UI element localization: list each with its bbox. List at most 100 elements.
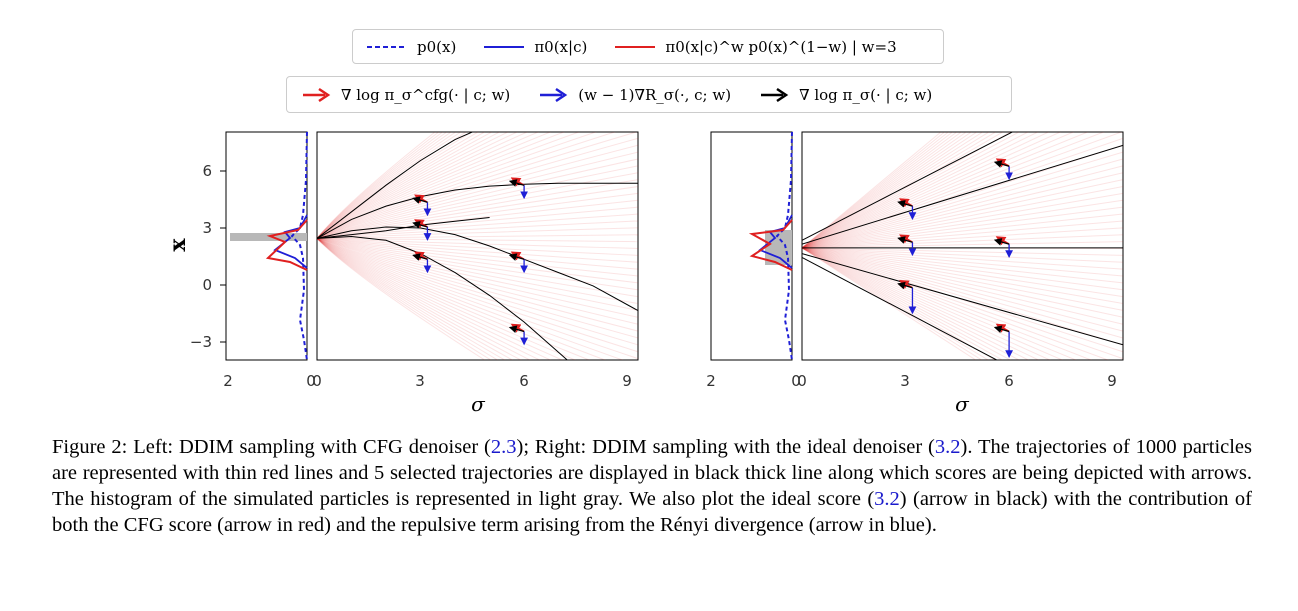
selected-trajectory-4	[317, 235, 568, 360]
particle-line	[317, 132, 457, 239]
particle-line	[802, 247, 1123, 270]
legend-item-p0: p0(x)	[367, 38, 456, 56]
particle-line	[802, 206, 1123, 249]
ideal-score-arrow-4	[508, 179, 525, 187]
particle-line	[317, 237, 638, 270]
particle-line	[317, 238, 506, 360]
particle-line	[802, 132, 1123, 249]
particle-line	[802, 132, 958, 249]
ideal-score-arrow-6	[508, 325, 525, 334]
selected-trajectory-5	[802, 256, 998, 360]
ideal-score-arrow-4	[993, 160, 1010, 168]
particle-line	[317, 237, 638, 256]
particle-line	[317, 132, 486, 239]
particle-line	[802, 132, 968, 249]
particle-line	[317, 234, 638, 239]
particle-line	[802, 247, 1123, 311]
y-axis-label: x	[165, 238, 191, 252]
particle-line	[802, 132, 1075, 249]
caption-ref-3-2b[interactable]: 3.2	[874, 488, 900, 510]
particle-line	[802, 247, 1123, 263]
particle-line	[802, 132, 1030, 249]
caption-ref-2-3[interactable]: 2.3	[490, 436, 517, 458]
ideal-score-arrow-5	[993, 238, 1010, 246]
score-arrows-left	[412, 177, 528, 346]
ideal-score-arrow-5	[508, 253, 525, 261]
particle-trajectories-right	[802, 132, 1123, 360]
particle-line	[317, 238, 541, 360]
particle-line	[802, 247, 1078, 360]
particle-line	[317, 132, 452, 239]
particle-line	[802, 132, 942, 249]
particle-line	[802, 192, 1123, 249]
legend-line-solid-blue	[484, 45, 525, 48]
particle-line	[802, 247, 1004, 360]
legend-label-p0: p0(x)	[417, 37, 457, 56]
legend-line-dashed-blue	[367, 45, 407, 48]
selected-trajectories-right	[802, 132, 1123, 360]
legend-item-tilted: π0(x|c)^w p0(x)^(1−w) | w=3	[615, 37, 897, 56]
particle-line	[802, 132, 984, 249]
left-trajectory-panel: 0 3 6 9 σ	[312, 131, 639, 416]
xtick-6-right: 6	[1004, 372, 1014, 390]
particle-line	[802, 247, 1123, 291]
particle-line	[317, 238, 522, 360]
marginal-xtick-2-right: 2	[706, 372, 716, 390]
y-ticks: 6 3 0 −3	[190, 162, 226, 351]
caption-mid1: ); Right: DDIM sampling with the ideal d…	[516, 436, 935, 458]
particle-line	[317, 237, 638, 332]
selected-trajectory-3	[317, 226, 638, 312]
particle-line	[317, 132, 462, 239]
legend-densities: p0(x) π0(x|c) π0(x|c)^w p0(x)^(1−w) | w=…	[352, 29, 944, 64]
xtick-6-left: 6	[519, 372, 529, 390]
legend-label-tilted: π0(x|c)^w p0(x)^(1−w) | w=3	[665, 37, 897, 56]
particle-line	[317, 237, 624, 360]
legend-item-renyi: (w − 1)∇R_σ(·, c; w)	[538, 86, 731, 104]
particle-line	[317, 238, 499, 360]
ideal-score-arrow-3	[412, 253, 428, 261]
particle-line	[802, 132, 954, 249]
particle-line	[802, 234, 1123, 249]
ytick-0: 0	[202, 276, 212, 294]
particle-line	[317, 238, 514, 360]
particle-line	[802, 247, 1021, 360]
ytick-3: 3	[202, 219, 212, 237]
particle-line	[317, 179, 638, 239]
caption-mid2: ). The trajectories of 1000 particles ar…	[52, 436, 1253, 510]
particle-line	[802, 172, 1123, 249]
particle-line	[317, 237, 638, 243]
particle-line	[317, 237, 638, 311]
particle-line	[317, 132, 436, 239]
marginal-xtick-0-left: 0	[306, 372, 316, 390]
particle-line	[317, 237, 591, 360]
x-axis-label-right: σ	[955, 392, 970, 416]
legend-label-pi0: π0(x|c)	[534, 37, 588, 56]
particle-line	[802, 247, 1123, 256]
particle-line	[317, 158, 638, 239]
particle-line	[802, 247, 1123, 339]
xtick-9-right: 9	[1107, 372, 1117, 390]
legend-label-renyi: (w − 1)∇R_σ(·, c; w)	[578, 85, 732, 104]
legend-line-solid-red	[615, 45, 656, 48]
particle-line	[317, 132, 479, 239]
particle-line	[802, 247, 1123, 353]
ideal-score-arrow-6	[993, 325, 1010, 334]
particle-line	[802, 247, 1123, 346]
ideal-score-arrow-3	[897, 281, 913, 290]
particle-line	[317, 237, 607, 360]
particle-line	[317, 237, 564, 360]
black-arrow-icon	[761, 87, 789, 102]
particle-line	[802, 132, 973, 249]
particle-line	[802, 247, 1052, 360]
particle-line	[317, 172, 638, 239]
xtick-0-left: 0	[312, 372, 322, 390]
xtick-3-left: 3	[415, 372, 425, 390]
x-ticks-right: 0 3 6 9	[797, 372, 1117, 390]
particle-line	[802, 158, 1123, 249]
particle-line	[317, 237, 638, 249]
selected-trajectory-1	[802, 132, 1014, 241]
particle-line	[317, 237, 638, 305]
particle-line	[802, 179, 1123, 249]
particle-line	[802, 137, 1123, 249]
caption-ref-3-2a[interactable]: 3.2	[934, 436, 961, 458]
